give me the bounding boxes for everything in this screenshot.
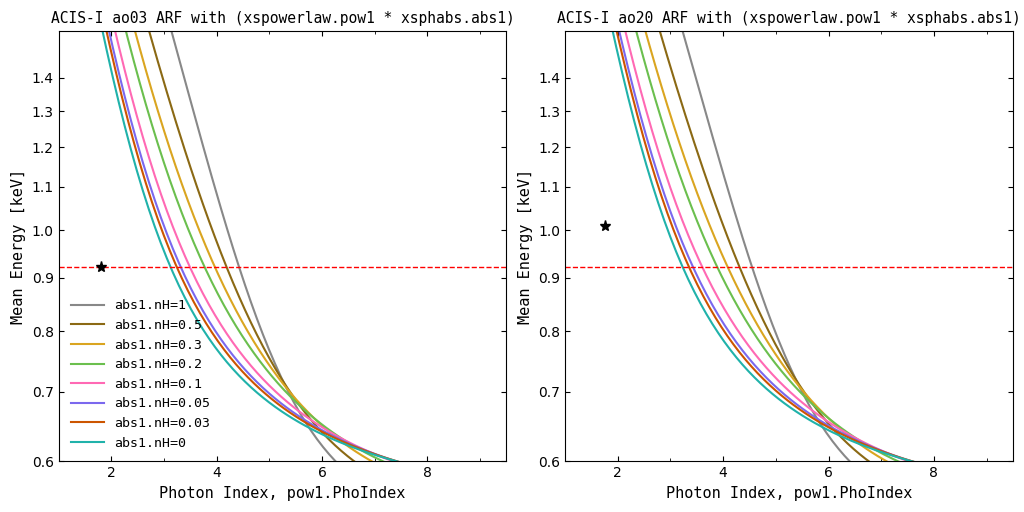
abs1.nH=0 <box>422 466 434 473</box>
abs1.nH=0.1 <box>422 470 434 476</box>
Line: abs1.nH=0.5: abs1.nH=0.5 <box>58 0 507 512</box>
Y-axis label: Mean Energy [keV]: Mean Energy [keV] <box>11 169 26 324</box>
abs1.nH=0.3 <box>287 393 299 399</box>
abs1.nH=1 <box>362 485 375 492</box>
abs1.nH=0 <box>287 416 299 422</box>
abs1.nH=1 <box>305 428 317 434</box>
abs1.nH=0.03 <box>200 320 212 326</box>
abs1.nH=0.05 <box>287 409 299 415</box>
abs1.nH=0.3 <box>200 243 212 249</box>
abs1.nH=0.5 <box>229 287 242 293</box>
abs1.nH=0 <box>229 369 242 375</box>
abs1.nH=1 <box>422 510 434 512</box>
abs1.nH=0 <box>362 450 375 456</box>
abs1.nH=0.03 <box>229 361 242 368</box>
Line: abs1.nH=0.1: abs1.nH=0.1 <box>58 0 507 490</box>
Line: abs1.nH=0.2: abs1.nH=0.2 <box>58 0 507 498</box>
abs1.nH=0.05 <box>422 467 434 474</box>
abs1.nH=0.2 <box>229 323 242 329</box>
Legend: abs1.nH=1, abs1.nH=0.5, abs1.nH=0.3, abs1.nH=0.2, abs1.nH=0.1, abs1.nH=0.05, abs: abs1.nH=1, abs1.nH=0.5, abs1.nH=0.3, abs… <box>66 294 215 455</box>
Line: abs1.nH=0.3: abs1.nH=0.3 <box>58 0 507 505</box>
abs1.nH=0 <box>200 331 212 337</box>
abs1.nH=0.5 <box>422 496 434 502</box>
abs1.nH=0.2 <box>287 396 299 402</box>
Line: abs1.nH=0: abs1.nH=0 <box>58 0 507 484</box>
abs1.nH=0.05 <box>229 356 242 362</box>
abs1.nH=0.1 <box>362 449 375 455</box>
Line: abs1.nH=1: abs1.nH=1 <box>58 0 507 512</box>
Line: abs1.nH=0.03: abs1.nH=0.03 <box>58 0 507 485</box>
abs1.nH=0.05 <box>200 313 212 319</box>
abs1.nH=0.5 <box>362 468 375 474</box>
abs1.nH=1 <box>229 254 242 261</box>
abs1.nH=0.5 <box>305 417 317 423</box>
abs1.nH=0.2 <box>362 451 375 457</box>
abs1.nH=1 <box>287 398 299 404</box>
X-axis label: Photon Index, pow1.PhoIndex: Photon Index, pow1.PhoIndex <box>666 486 912 501</box>
abs1.nH=0.5 <box>200 209 212 216</box>
abs1.nH=0.03 <box>501 482 513 488</box>
abs1.nH=0.1 <box>287 403 299 410</box>
abs1.nH=0.3 <box>305 412 317 418</box>
abs1.nH=0.03 <box>287 412 299 418</box>
abs1.nH=0 <box>501 481 513 487</box>
Line: abs1.nH=0.05: abs1.nH=0.05 <box>58 0 507 486</box>
abs1.nH=0.5 <box>287 393 299 399</box>
abs1.nH=0.05 <box>362 449 375 455</box>
abs1.nH=0.2 <box>501 495 513 501</box>
abs1.nH=0.2 <box>200 267 212 273</box>
abs1.nH=0.03 <box>362 449 375 455</box>
abs1.nH=0.05 <box>305 421 317 427</box>
X-axis label: Photon Index, pow1.PhoIndex: Photon Index, pow1.PhoIndex <box>160 486 406 501</box>
abs1.nH=0.03 <box>305 423 317 429</box>
abs1.nH=0.3 <box>501 502 513 508</box>
abs1.nH=0.2 <box>422 476 434 482</box>
abs1.nH=0 <box>305 426 317 432</box>
abs1.nH=0.1 <box>305 417 317 423</box>
abs1.nH=0.3 <box>362 456 375 462</box>
abs1.nH=0.1 <box>200 296 212 302</box>
abs1.nH=0.1 <box>501 487 513 493</box>
Title: ACIS-I ao03 ARF with (xspowerlaw.pow1 * xsphabs.abs1): ACIS-I ao03 ARF with (xspowerlaw.pow1 * … <box>50 11 514 26</box>
Title: ACIS-I ao20 ARF with (xspowerlaw.pow1 * xsphabs.abs1): ACIS-I ao20 ARF with (xspowerlaw.pow1 * … <box>557 11 1021 26</box>
abs1.nH=0.03 <box>422 467 434 473</box>
abs1.nH=0.3 <box>422 483 434 489</box>
abs1.nH=0.05 <box>501 483 513 489</box>
abs1.nH=0.3 <box>229 307 242 313</box>
abs1.nH=1 <box>200 153 212 159</box>
Y-axis label: Mean Energy [keV]: Mean Energy [keV] <box>517 169 532 324</box>
abs1.nH=0.2 <box>305 413 317 419</box>
abs1.nH=0.1 <box>229 344 242 350</box>
